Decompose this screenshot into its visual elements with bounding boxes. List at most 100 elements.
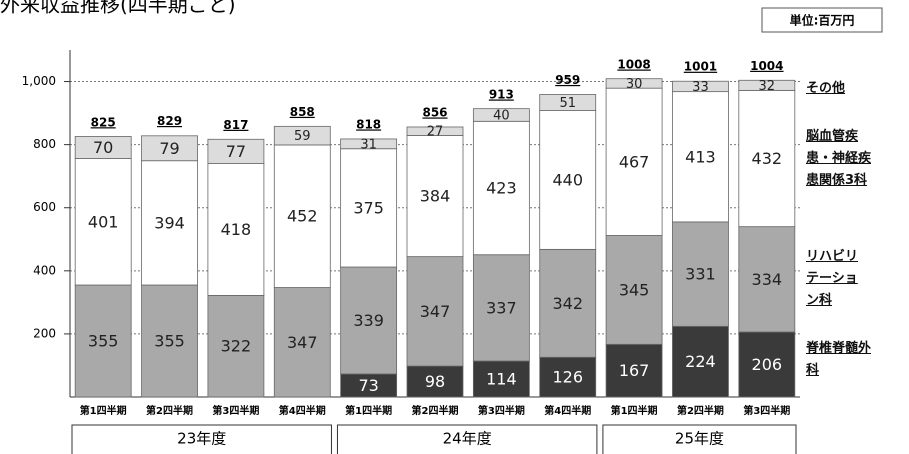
bar-segment bbox=[539, 110, 597, 250]
bar-segment bbox=[605, 87, 663, 236]
group-label: 23年度 bbox=[177, 430, 226, 448]
value-label: 401 bbox=[88, 212, 119, 231]
total-label: 1001 bbox=[684, 60, 717, 74]
bar-segment bbox=[273, 287, 331, 398]
group-box bbox=[71, 424, 332, 454]
value-label: 440 bbox=[552, 170, 583, 189]
total-label: 856 bbox=[422, 105, 447, 119]
value-label: 32 bbox=[759, 79, 776, 94]
value-label: 331 bbox=[685, 265, 716, 284]
group-label: 24年度 bbox=[443, 430, 492, 448]
bar-segment bbox=[141, 135, 198, 162]
x-tick-label: 第2四半期 bbox=[146, 404, 193, 417]
y-tick-label: 600 bbox=[33, 200, 56, 214]
y-tick-label: 200 bbox=[33, 326, 56, 340]
bar-segment bbox=[472, 254, 530, 362]
bar-segment bbox=[74, 136, 132, 159]
value-label: 70 bbox=[93, 138, 113, 157]
group-box bbox=[336, 424, 598, 454]
value-label: 355 bbox=[88, 332, 119, 351]
legend-label: リハビリテーション科 bbox=[806, 249, 859, 308]
x-tick-label: 第3四半期 bbox=[212, 404, 259, 417]
total-label: 825 bbox=[91, 115, 116, 129]
value-label: 40 bbox=[493, 108, 510, 123]
value-label: 342 bbox=[552, 294, 583, 313]
bar-segment bbox=[273, 144, 331, 288]
total-label: 817 bbox=[223, 118, 248, 132]
x-tick-label: 第1四半期 bbox=[345, 404, 392, 417]
total-label: 1004 bbox=[750, 59, 783, 73]
value-label: 347 bbox=[287, 333, 318, 352]
bar-segment bbox=[406, 126, 464, 136]
x-tick-label: 第4四半期 bbox=[544, 404, 591, 417]
value-label: 31 bbox=[360, 137, 377, 152]
total-label: 818 bbox=[356, 117, 381, 131]
bar-segment bbox=[605, 78, 663, 89]
value-label: 224 bbox=[685, 352, 716, 371]
bar-segment bbox=[406, 365, 464, 398]
value-label: 27 bbox=[427, 125, 444, 140]
total-label: 858 bbox=[290, 105, 315, 119]
bar-segment bbox=[141, 160, 198, 286]
bar-segment bbox=[406, 135, 464, 258]
bar-segment bbox=[672, 91, 729, 223]
x-tick-label: 第4四半期 bbox=[279, 404, 326, 417]
x-tick-label: 第3四半期 bbox=[478, 404, 525, 417]
value-label: 114 bbox=[486, 370, 517, 389]
value-label: 126 bbox=[552, 368, 583, 387]
bar-segment bbox=[539, 248, 597, 358]
value-label: 77 bbox=[226, 142, 246, 161]
value-label: 413 bbox=[685, 147, 716, 166]
bar-segment bbox=[340, 266, 398, 375]
total-label: 829 bbox=[157, 114, 182, 128]
value-label: 467 bbox=[619, 152, 650, 171]
value-label: 355 bbox=[154, 332, 185, 351]
y-tick-label: 400 bbox=[33, 263, 56, 277]
bar-segment bbox=[539, 94, 597, 111]
group-label: 25年度 bbox=[675, 430, 724, 448]
unit-label: 単位:百万円 bbox=[790, 13, 855, 28]
bar-segment bbox=[472, 360, 530, 398]
x-tick-label: 第1四半期 bbox=[611, 404, 658, 417]
chart-title: 外来収益推移(四半期ごと) bbox=[0, 0, 236, 17]
x-tick-label: 第3四半期 bbox=[743, 404, 790, 417]
bar-segment bbox=[605, 343, 663, 398]
total-label: 1008 bbox=[617, 58, 650, 72]
value-label: 337 bbox=[486, 298, 517, 317]
bar-segment bbox=[340, 138, 398, 150]
bar-segment bbox=[672, 325, 729, 398]
value-label: 452 bbox=[287, 207, 318, 226]
value-label: 322 bbox=[221, 337, 252, 356]
value-label: 375 bbox=[353, 198, 384, 217]
value-label: 394 bbox=[154, 213, 185, 232]
x-tick-label: 第2四半期 bbox=[677, 404, 724, 417]
value-label: 59 bbox=[294, 129, 311, 144]
value-label: 432 bbox=[752, 149, 783, 168]
bar-segment bbox=[273, 125, 331, 146]
value-label: 98 bbox=[425, 372, 445, 391]
value-label: 418 bbox=[221, 220, 252, 239]
bar-segment bbox=[738, 89, 796, 228]
legend-label: 脊椎脊髄外科 bbox=[806, 341, 872, 378]
value-label: 339 bbox=[353, 311, 384, 330]
x-tick-label: 第1四半期 bbox=[80, 404, 127, 417]
value-label: 206 bbox=[752, 355, 783, 374]
bar-segment bbox=[672, 80, 729, 93]
bar-segment bbox=[141, 284, 198, 398]
bar-segment bbox=[406, 256, 464, 367]
value-label: 347 bbox=[420, 302, 451, 321]
bar-segment bbox=[207, 163, 265, 296]
value-label: 345 bbox=[619, 280, 650, 299]
total-label: 959 bbox=[555, 73, 580, 87]
unit-box bbox=[761, 7, 883, 33]
group-box bbox=[602, 424, 797, 454]
value-label: 30 bbox=[626, 77, 643, 92]
legend-label: 脳血管疾患・神経疾患関係3科 bbox=[806, 129, 872, 188]
value-label: 423 bbox=[486, 179, 517, 198]
bar-segment bbox=[738, 331, 796, 398]
bar-segment bbox=[738, 79, 796, 91]
value-label: 51 bbox=[559, 96, 576, 111]
value-label: 384 bbox=[420, 187, 451, 206]
